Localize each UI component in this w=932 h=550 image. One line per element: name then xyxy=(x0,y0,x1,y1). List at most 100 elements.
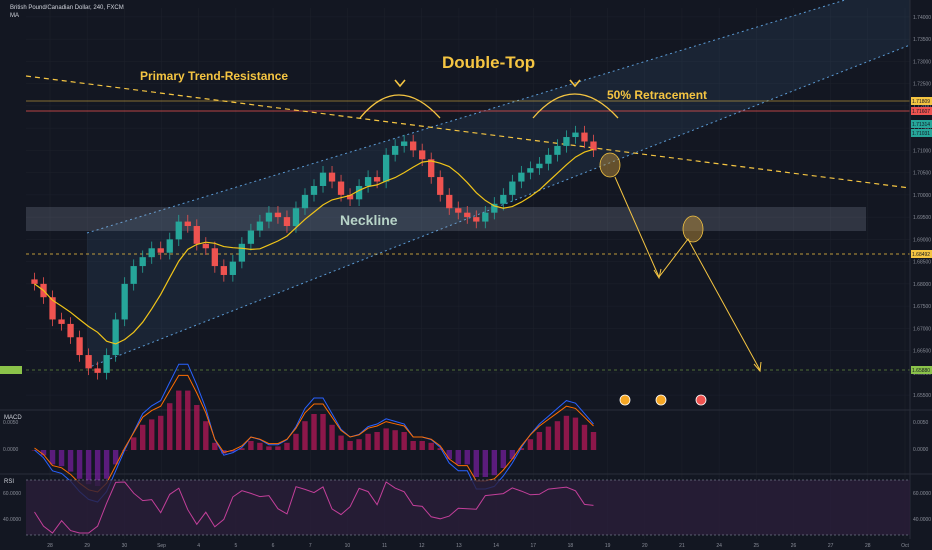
price-label-box xyxy=(911,250,932,258)
time-tick-label: Sep xyxy=(157,543,166,549)
price-tick-label: 1.67500 xyxy=(913,304,931,310)
candle-body xyxy=(536,163,543,169)
macd-histogram-bar xyxy=(266,446,272,450)
projection-circle-2 xyxy=(682,215,704,243)
neckline-label: Neckline xyxy=(340,212,398,228)
indicator-tick-label-left: 60.0000 xyxy=(3,491,21,497)
macd-histogram-bar xyxy=(248,441,254,450)
event-flag-icon[interactable] xyxy=(655,394,667,406)
macd-histogram-bar xyxy=(158,415,164,450)
price-tick-label: 1.68500 xyxy=(913,260,931,266)
candle-body xyxy=(545,154,552,164)
candle-body xyxy=(419,150,426,160)
macd-histogram-bar xyxy=(482,450,489,477)
macd-histogram-bar xyxy=(410,441,416,450)
left-price-label-box xyxy=(0,107,22,115)
candle-body xyxy=(554,145,561,155)
chart-title: Double-Top xyxy=(442,53,535,72)
candle-body xyxy=(166,239,173,253)
candle-body xyxy=(229,261,237,275)
macd-histogram-bar xyxy=(446,450,452,459)
rsi-band xyxy=(26,480,910,535)
price-tick-label: 1.70500 xyxy=(913,171,931,177)
macd-histogram-bar xyxy=(67,450,74,472)
candle-body xyxy=(193,226,200,244)
macd-histogram-bar xyxy=(149,419,155,450)
ascending-channel xyxy=(86,0,911,369)
macd-histogram-bar xyxy=(275,446,281,450)
candle-body xyxy=(175,221,182,240)
candle-body xyxy=(85,355,92,369)
macd-histogram-bar xyxy=(40,450,47,456)
candle-body xyxy=(491,203,498,213)
macd-histogram-bar xyxy=(94,450,101,486)
price-tick-label: 1.67000 xyxy=(913,326,931,332)
price-axis: 1.740001.735001.730001.725001.720001.715… xyxy=(913,15,931,399)
macd-histogram-bar xyxy=(284,442,290,450)
macd-histogram-bar xyxy=(500,450,507,468)
price-label-box xyxy=(911,107,932,115)
candle-body xyxy=(238,243,246,262)
macd-histogram-bar xyxy=(58,450,65,467)
candle-body xyxy=(364,177,372,186)
price-label-box xyxy=(911,129,932,137)
left-price-label-box xyxy=(0,120,22,128)
macd-histogram-bar xyxy=(302,421,308,450)
arrow-head-icon xyxy=(653,268,662,280)
indicator-tick-label-left: 40.0000 xyxy=(3,517,21,523)
macd-histogram-bar xyxy=(257,442,263,450)
candle-body xyxy=(76,337,83,356)
event-flag-icon[interactable] xyxy=(695,394,707,406)
macd-histogram-bar xyxy=(545,426,552,450)
candle-body xyxy=(590,141,597,151)
time-tick-label: 14 xyxy=(493,543,499,549)
macd-line xyxy=(34,363,594,503)
left-price-label-box xyxy=(0,97,22,105)
trend-resistance-label: Primary Trend-Resistance xyxy=(140,69,288,83)
candle-body xyxy=(572,132,579,138)
candle-body xyxy=(346,194,354,200)
candle-body xyxy=(139,257,146,267)
indicator-tick-label-left: 0.0000 xyxy=(3,447,19,453)
macd-histogram-bar xyxy=(176,390,182,450)
candle-body xyxy=(437,177,444,195)
macd-label: MACD xyxy=(4,415,22,421)
candle-body xyxy=(500,194,507,204)
candle-body xyxy=(527,168,534,173)
macd-histogram-bar xyxy=(130,437,137,450)
indicator-tick-label: 40.0000 xyxy=(913,517,931,523)
candle-body xyxy=(49,297,56,320)
macd-histogram-bar xyxy=(491,450,498,476)
candle-body xyxy=(121,283,128,320)
projection-path xyxy=(614,176,761,371)
macd-histogram-bar xyxy=(311,414,317,450)
candle-body xyxy=(301,194,309,209)
time-tick-label: 26 xyxy=(791,543,797,549)
left-price-label-box xyxy=(0,366,22,374)
macd-histogram-bar xyxy=(554,421,561,450)
candle-body xyxy=(283,217,291,227)
price-label-text: 1.68492 xyxy=(912,252,930,258)
macd-histogram-bar xyxy=(374,432,380,450)
rsi-label: RSI xyxy=(4,479,14,485)
candle-body xyxy=(211,248,218,267)
price-tick-label: 1.72500 xyxy=(913,82,931,88)
event-flag-icon[interactable] xyxy=(619,394,631,406)
time-tick-label: 6 xyxy=(272,543,275,549)
indicator-tick-label: 60.0000 xyxy=(913,491,931,497)
time-tick-label: 12 xyxy=(419,543,425,549)
candle-body xyxy=(247,230,255,244)
indicator-tick-label: 0.0050 xyxy=(913,420,929,426)
trend-resistance-line xyxy=(25,75,911,189)
macd-histogram-bar xyxy=(139,424,146,450)
time-tick-label: 19 xyxy=(605,543,611,549)
macd-histogram-bar xyxy=(437,448,443,450)
time-tick-label: 27 xyxy=(828,543,834,549)
price-tick-label: 1.74000 xyxy=(913,15,931,21)
macd-histogram-bar xyxy=(239,448,245,450)
price-tick-label: 1.73000 xyxy=(913,59,931,65)
macd-histogram-bar xyxy=(85,450,92,485)
candle-body xyxy=(337,181,345,195)
time-tick-label: 28 xyxy=(47,543,53,549)
